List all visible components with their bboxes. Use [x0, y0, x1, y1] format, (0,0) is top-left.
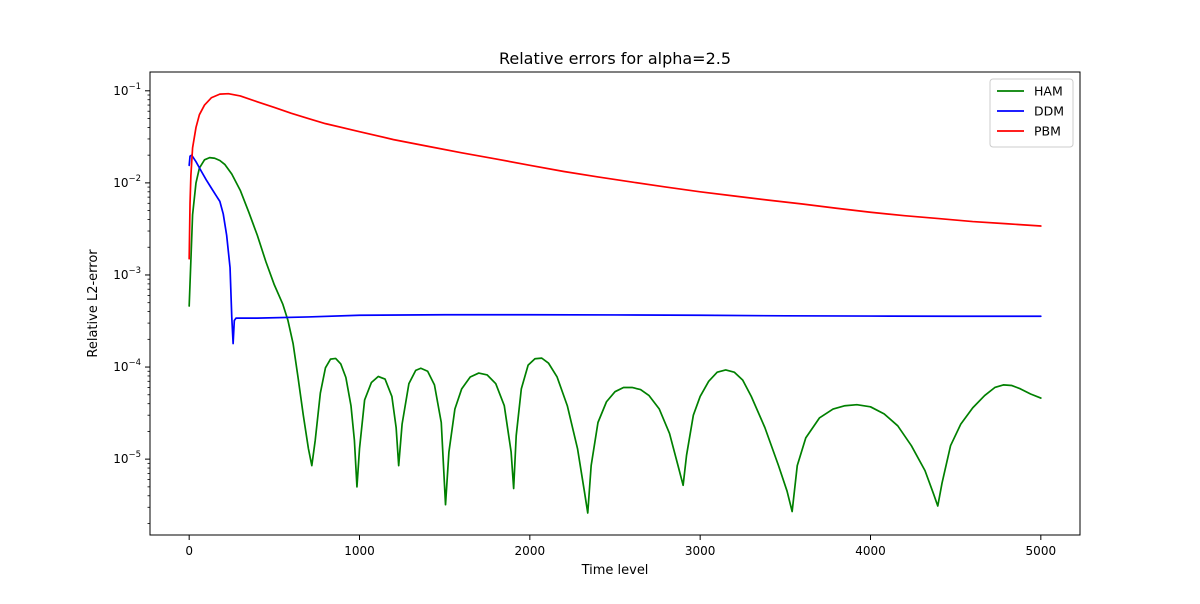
y-tick-label: 10−1 [113, 82, 141, 98]
y-tick-base: 10 [113, 268, 128, 282]
x-tick-label: 0 [185, 544, 193, 558]
series-line-ddm [188, 154, 1042, 345]
legend-label-ddm: DDM [1034, 104, 1064, 119]
x-tick-label: 1000 [344, 544, 375, 558]
x-tick-label: 4000 [855, 544, 886, 558]
y-tick-label: 10−3 [113, 266, 141, 282]
series-layer [188, 92, 1042, 514]
x-tick-label: 5000 [1026, 544, 1057, 558]
x-tick-label: 3000 [685, 544, 716, 558]
y-tick-base: 10 [113, 176, 128, 190]
x-axis: 0 1000 2000 3000 4000 5000 [185, 535, 1056, 558]
y-axis: 10−110−210−310−410−5 [113, 82, 150, 524]
y-tick-base: 10 [113, 84, 128, 98]
y-tick-label: 10−2 [113, 174, 141, 190]
y-tick-exponent: −2 [128, 174, 141, 184]
y-tick-label: 10−4 [113, 358, 141, 374]
chart-title: Relative errors for alpha=2.5 [499, 49, 731, 68]
y-axis-label: Relative L2-error [86, 249, 101, 358]
y-tick-base: 10 [113, 360, 128, 374]
y-tick-exponent: −3 [128, 266, 141, 276]
y-tick-exponent: −4 [128, 358, 141, 368]
y-tick-label: 10−5 [113, 450, 141, 466]
legend: HAM DDM PBM [989, 78, 1074, 148]
x-tick-label: 2000 [515, 544, 546, 558]
y-tick-base: 10 [113, 452, 128, 466]
x-axis-label: Time level [581, 563, 649, 578]
y-tick-exponent: −1 [128, 82, 141, 92]
series-line-pbm [188, 92, 1042, 260]
y-tick-exponent: −5 [128, 450, 141, 460]
plot-frame [149, 71, 1081, 536]
series-line-ham [188, 156, 1042, 514]
legend-label-pbm: PBM [1034, 124, 1061, 139]
legend-label-ham: HAM [1034, 84, 1063, 99]
legend-box [989, 78, 1074, 148]
